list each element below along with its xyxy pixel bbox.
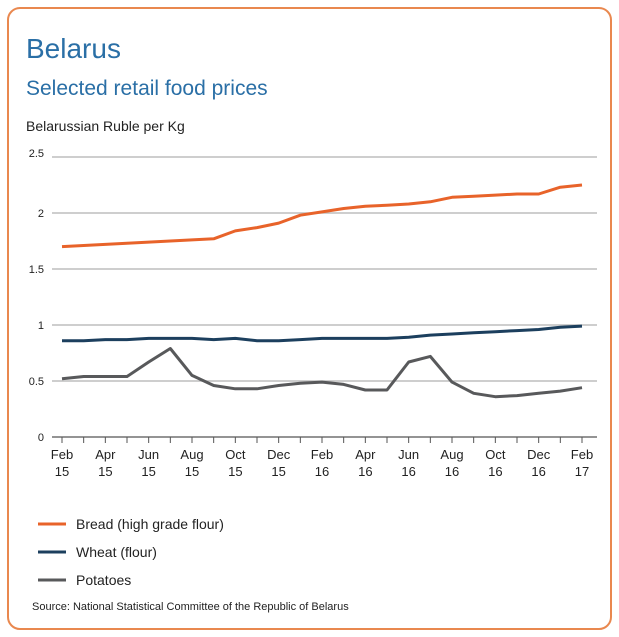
line (61, 183, 583, 249)
x-tick-label: Apr 15 (95, 447, 116, 479)
x-tick-label: Aug 15 (180, 447, 204, 479)
y-tick-label: 1 (38, 320, 44, 332)
chart-title: Belarus (26, 33, 121, 64)
x-tick-label: Oct 15 (225, 447, 246, 479)
y-tick-label: 2 (38, 208, 44, 220)
y-tick-label: 0.5 (29, 376, 44, 388)
source: Source: National Statistical Committee o… (32, 601, 349, 613)
x-tick-label: Dec 15 (267, 447, 291, 479)
y-axis-label: Belarussian Ruble per Kg (26, 118, 185, 134)
y-tick-label: 1.5 (29, 264, 44, 276)
y-tick-label: 0 (38, 432, 44, 444)
x-tick-label: Feb 16 (310, 447, 334, 479)
legend-label: Potatoes (76, 572, 131, 588)
legend-label: Bread (high grade flour) (76, 516, 224, 532)
y-tick-label: 2.5 (29, 148, 44, 160)
x-tick-label: Jun 15 (138, 447, 160, 479)
legend-label: Wheat (flour) (76, 544, 157, 560)
x-tick-label: Apr 16 (355, 447, 376, 479)
x-tick-label: Feb 17 (570, 447, 594, 479)
x-tick-label: Dec 16 (527, 447, 551, 479)
x-tick-label: Aug 16 (440, 447, 464, 479)
x-tick-label: Oct 16 (485, 447, 506, 479)
line (62, 324, 583, 343)
chart-subtitle: Selected retail food prices (26, 77, 268, 100)
line (61, 347, 583, 399)
frame (7, 7, 612, 630)
x-tick-label: Jun 16 (398, 447, 420, 479)
x-tick-label: Feb 15 (50, 447, 74, 479)
